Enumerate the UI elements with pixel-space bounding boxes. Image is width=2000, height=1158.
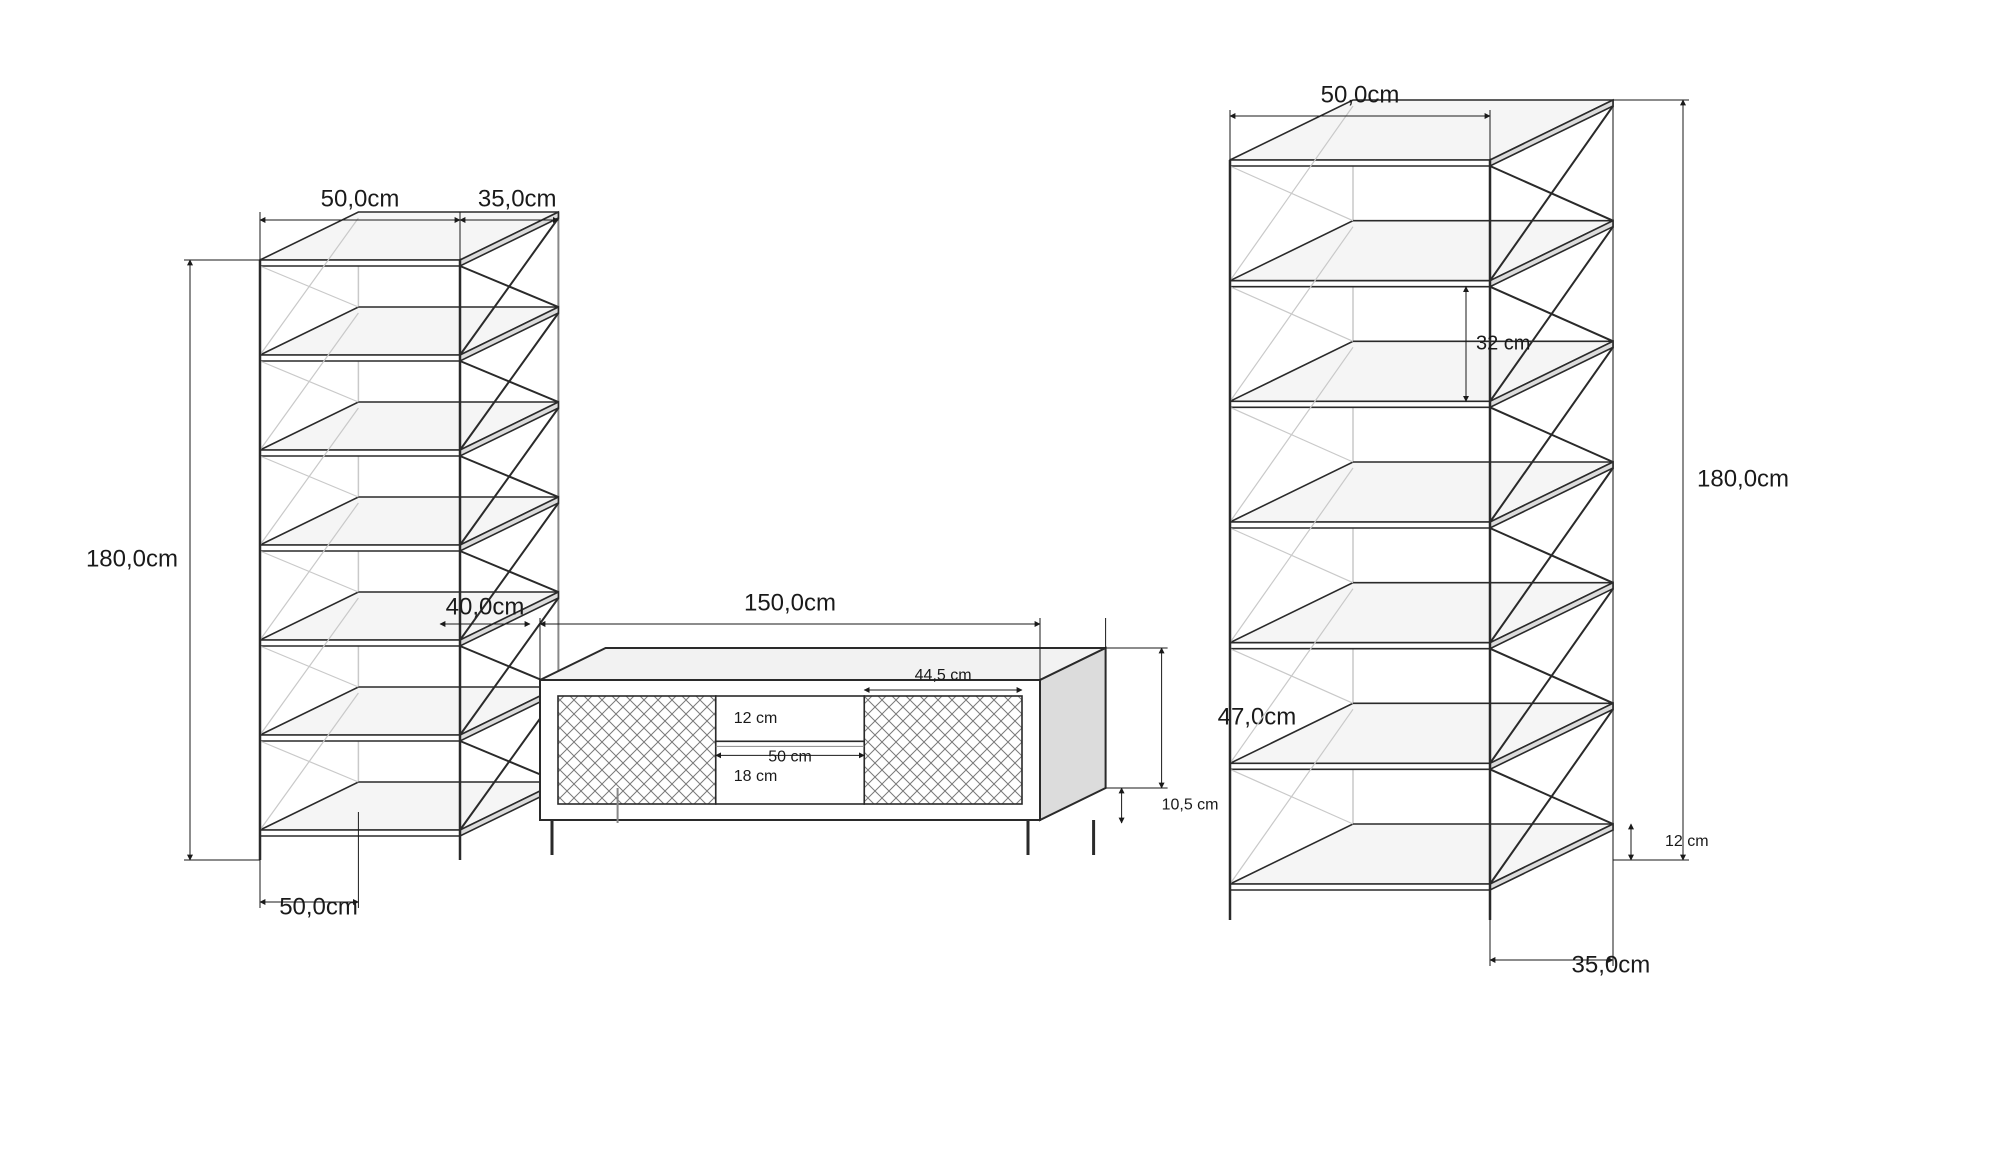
shelf-right: 50,0cm 180,0cm 32 cm 12 cm 35,0cm bbox=[1230, 81, 1789, 978]
dimension: 150,0cm bbox=[540, 589, 1040, 624]
dim-cab-both: 18 cm bbox=[734, 768, 778, 785]
cabinet-door-right bbox=[864, 696, 1022, 804]
shelf-left: 50,0cm 35,0cm 180,0cm 50,0cm bbox=[86, 185, 558, 920]
dim-cab-toph: 12 cm bbox=[734, 710, 778, 727]
dimension: 50,0cm bbox=[260, 893, 358, 920]
dim-cab-shelfw: 50 cm bbox=[768, 749, 812, 766]
dim-left-height: 180,0cm bbox=[86, 545, 178, 572]
dim-left-bottom-depth: 50,0cm bbox=[279, 893, 358, 920]
dimension: 35,0cm bbox=[1490, 951, 1650, 978]
technical-drawing: 50,0cm35,0cm180,0cm50,0cm150,0cm40,0cm47… bbox=[0, 0, 2000, 1158]
dim-left-width: 50,0cm bbox=[321, 185, 400, 212]
dim-cab-leg: 10,5 cm bbox=[1162, 797, 1219, 814]
dim-right-foot: 12 cm bbox=[1665, 833, 1709, 850]
dim-right-width: 50,0cm bbox=[1321, 81, 1400, 108]
dim-right-gap: 32 cm bbox=[1476, 332, 1530, 354]
tv-cabinet: 150,0cm40,0cm47,0cm10,5 cm44,5 cm50 cm12… bbox=[440, 589, 1296, 855]
dim-right-depth: 35,0cm bbox=[1572, 951, 1651, 978]
dim-cab-width: 150,0cm bbox=[744, 589, 836, 616]
dim-cab-depth: 40,0cm bbox=[446, 593, 525, 620]
cabinet-door-left bbox=[558, 696, 716, 804]
dim-right-height: 180,0cm bbox=[1697, 465, 1789, 492]
dim-left-depth: 35,0cm bbox=[478, 185, 557, 212]
dim-cab-compartment: 44,5 cm bbox=[915, 667, 972, 684]
